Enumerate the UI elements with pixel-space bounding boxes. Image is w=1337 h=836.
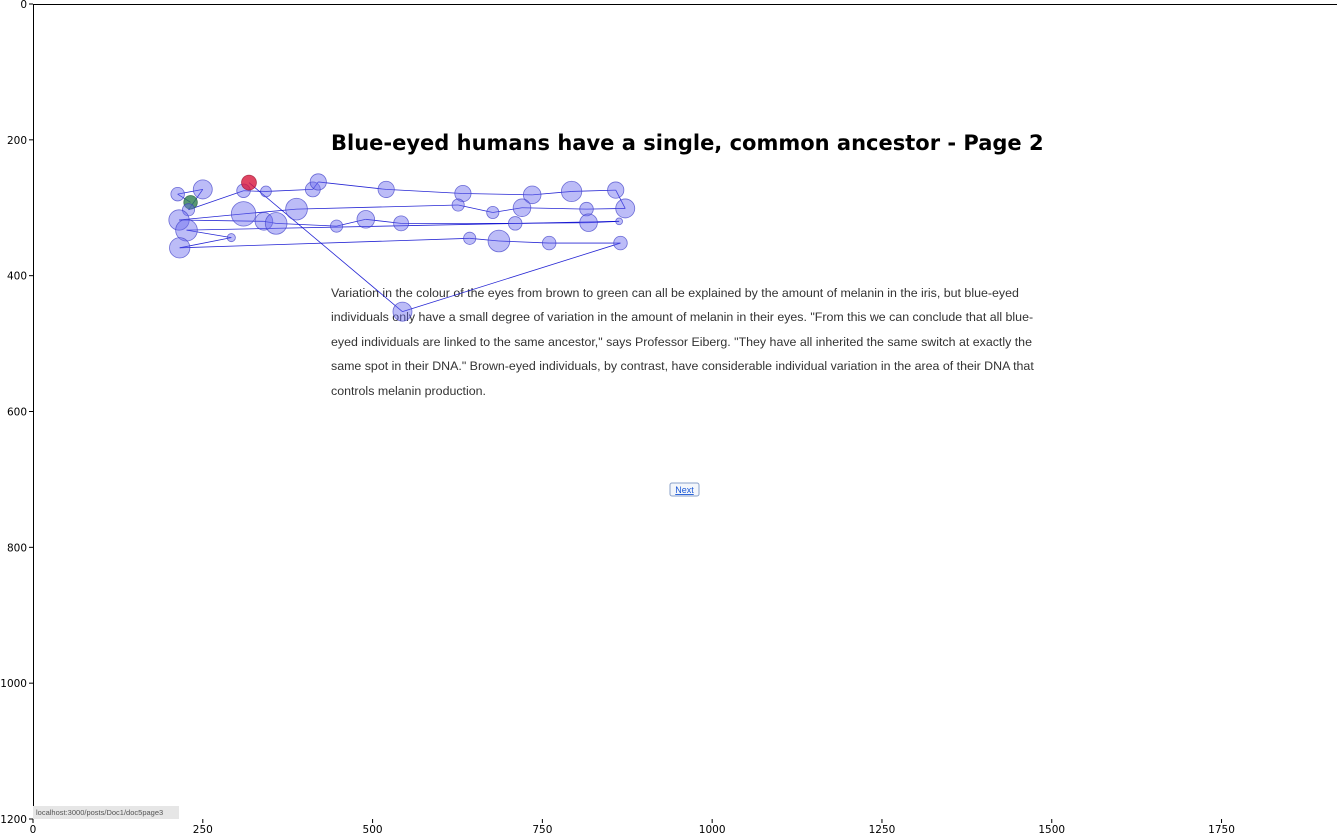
- saccade-line: [571, 189, 616, 192]
- y-tick-label: 200: [7, 135, 27, 147]
- x-tick-label: 0: [30, 824, 37, 836]
- fixation-point: [541, 235, 557, 251]
- fixation-point: [512, 198, 532, 217]
- fixation-point: [463, 231, 477, 245]
- fixation-point: [451, 198, 465, 212]
- x-tick-label: 750: [532, 824, 552, 836]
- fixation-point: [226, 233, 236, 243]
- saccade-line: [402, 242, 621, 313]
- fixation-point: [392, 301, 413, 322]
- start-fixation-point: [183, 195, 198, 210]
- paragraph-line: eyed individuals are linked to the same …: [331, 335, 1032, 349]
- saccade-line: [296, 204, 459, 210]
- fixation-point: [393, 215, 409, 232]
- y-tick-label: 400: [7, 271, 27, 283]
- saccade-line: [188, 190, 244, 211]
- fixation-point: [560, 180, 583, 203]
- saccade-line: [177, 189, 203, 195]
- fixation-point: [487, 229, 511, 253]
- fixation-point: [309, 173, 327, 191]
- saccade-line: [462, 193, 533, 196]
- saccade-line: [186, 229, 232, 239]
- fixation-point: [169, 237, 191, 259]
- fixation-point: [486, 205, 500, 220]
- fixation-point: [330, 219, 344, 233]
- saccade-line: [386, 189, 463, 194]
- status-bar-url: localhost:3000/posts/Doc1/doc5page3: [36, 808, 163, 817]
- fixation-point: [285, 197, 308, 221]
- saccade-line: [615, 189, 626, 209]
- paragraph-line: individuals only have a small degree of …: [331, 310, 1033, 324]
- x-tick-label: 1750: [1208, 824, 1235, 836]
- y-tick-label: 1000: [0, 678, 27, 690]
- fixation-point: [607, 181, 625, 199]
- paragraph-line: Variation in the colour of the eyes from…: [331, 286, 1019, 300]
- x-tick-label: 250: [193, 824, 213, 836]
- fixation-point: [579, 213, 598, 232]
- fixation-point: [579, 201, 594, 217]
- page-title: Blue-eyed humans have a single, common a…: [331, 131, 1044, 155]
- fixation-point: [192, 179, 213, 200]
- y-tick-label: 600: [7, 407, 27, 419]
- x-axis: 0 250 500 750 1000 1250 1500 1750: [30, 819, 1235, 836]
- y-tick-label: 1200: [0, 814, 27, 826]
- fixation-point: [522, 185, 542, 205]
- saccade-line: [498, 240, 550, 244]
- paragraph: Variation in the colour of the eyes from…: [331, 286, 1034, 398]
- next-button-label[interactable]: Next: [675, 485, 694, 495]
- status-bar: localhost:3000/posts/Doc1/doc5page3: [33, 806, 179, 819]
- saccade-line: [179, 237, 232, 249]
- paragraph-line: same spot in their DNA." Brown-eyed indi…: [331, 359, 1034, 373]
- fixation-point: [170, 186, 185, 202]
- end-fixation-point: [241, 174, 257, 191]
- fixation-point: [175, 218, 198, 242]
- saccade-line: [248, 182, 403, 312]
- saccade-line: [492, 207, 523, 213]
- fixation-point: [613, 235, 628, 251]
- saccade-line: [318, 181, 387, 190]
- x-tick-label: 500: [363, 824, 383, 836]
- paragraph-line: controls melanin production.: [331, 384, 486, 398]
- saccade-line: [179, 237, 470, 249]
- fixation-point: [508, 216, 523, 231]
- saccade-line: [365, 218, 402, 224]
- saccade-line: [179, 219, 264, 222]
- fixation-point: [615, 198, 636, 219]
- status-bar-box: [33, 806, 179, 819]
- x-tick-label: 1250: [869, 824, 896, 836]
- saccade-line: [336, 218, 366, 227]
- fixation-point: [615, 217, 623, 226]
- fixation-point: [230, 201, 257, 227]
- saccade-line: [276, 222, 337, 227]
- x-tick-label: 1500: [1038, 824, 1065, 836]
- x-tick-label: 1000: [699, 824, 726, 836]
- next-button-box[interactable]: [669, 482, 700, 497]
- saccade-line: [243, 208, 297, 215]
- fixation-point: [356, 210, 376, 229]
- y-tick-label: 0: [20, 0, 27, 11]
- saccade-line: [521, 207, 587, 210]
- saccade-line: [243, 190, 266, 192]
- y-axis: 0 200 400 600 800 1000 1200: [0, 0, 33, 826]
- fixation-point: [254, 212, 274, 231]
- fixation-points: [168, 173, 636, 322]
- saccade-line: [263, 220, 277, 224]
- saccade-line: [469, 237, 499, 242]
- fixation-point: [264, 212, 288, 235]
- fixation-point: [377, 180, 395, 198]
- saccade-line: [532, 191, 572, 196]
- next-button[interactable]: Next: [669, 482, 700, 497]
- y-tick-label: 800: [7, 542, 27, 554]
- fixation-point: [304, 181, 321, 198]
- saccade-line: [178, 213, 244, 221]
- fixation-point: [260, 185, 272, 198]
